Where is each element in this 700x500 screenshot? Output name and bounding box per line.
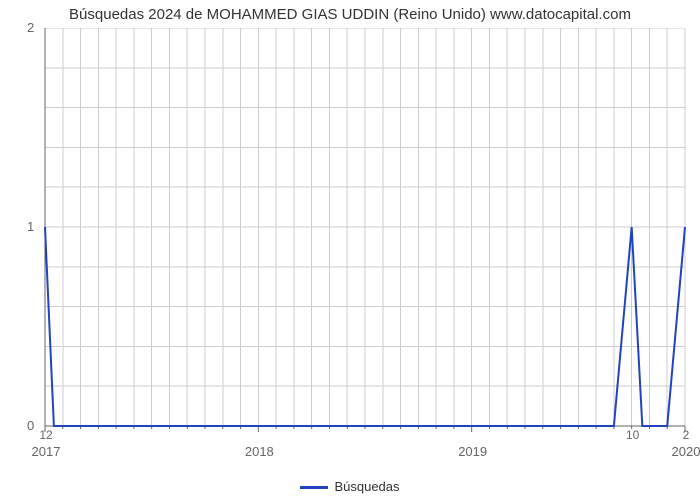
y-tick-label: 0 xyxy=(27,418,34,433)
chart-container: { "chart": { "type": "line", "title": "B… xyxy=(0,0,700,500)
chart-title: Búsquedas 2024 de MOHAMMED GIAS UDDIN (R… xyxy=(0,6,700,23)
x-secondary-label: 12 xyxy=(39,428,52,442)
x-tick-label: 2019 xyxy=(458,444,487,459)
chart-plot: 012 xyxy=(44,28,686,468)
x-secondary-label: 2 xyxy=(683,428,690,442)
x-tick-label: 2020 xyxy=(672,444,700,459)
chart-legend: Búsquedas xyxy=(0,479,700,494)
legend-label: Búsquedas xyxy=(334,479,399,494)
y-tick-label: 1 xyxy=(27,219,34,234)
x-tick-label: 2017 xyxy=(32,444,61,459)
y-tick-label: 2 xyxy=(27,20,34,35)
x-secondary-label: 10 xyxy=(626,428,639,442)
x-tick-label: 2018 xyxy=(245,444,274,459)
legend-swatch xyxy=(300,486,328,489)
